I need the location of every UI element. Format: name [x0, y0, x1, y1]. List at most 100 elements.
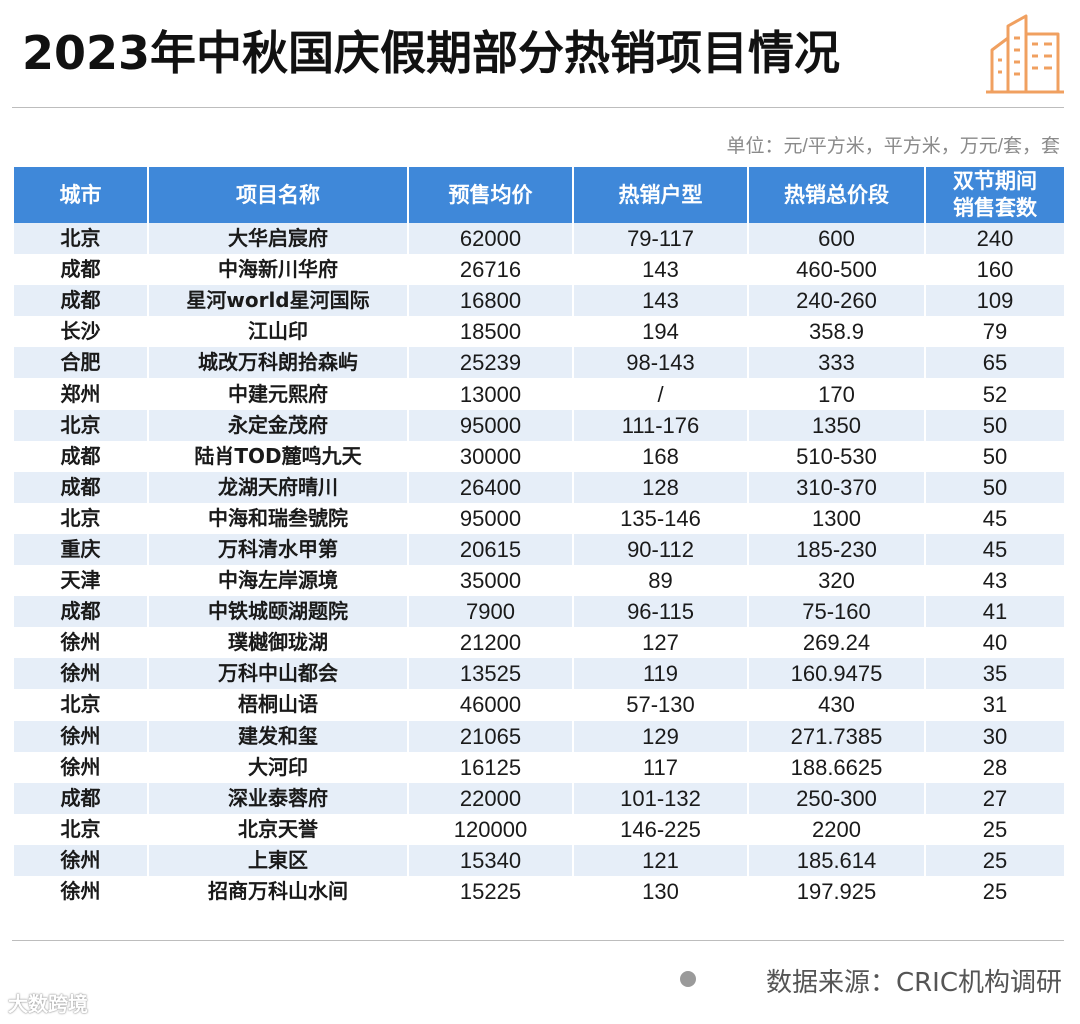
units-sold-cell: 25: [925, 875, 1064, 908]
price-cell: 95000: [408, 502, 574, 534]
project-cell: 城改万科朗拾森屿: [148, 347, 409, 379]
units-sold-cell: 52: [925, 378, 1064, 410]
total-price-cell: 333: [748, 347, 926, 379]
project-cell: 招商万科山水间: [148, 875, 409, 908]
units-sold-cell: 50: [925, 440, 1064, 472]
units-sold-cell: 240: [925, 223, 1064, 255]
total-price-cell: 358.9: [748, 316, 926, 348]
city-cell: 天津: [14, 565, 149, 597]
unit-type-cell: 96-115: [573, 596, 749, 628]
price-cell: 30000: [408, 440, 574, 472]
unit-type-cell: 90-112: [573, 533, 749, 566]
price-cell: 25239: [408, 347, 574, 379]
unit-type-cell: 194: [573, 316, 749, 348]
table-row: 徐州 上東区 15340 121 185.614 25: [14, 844, 1064, 876]
city-cell: 重庆: [14, 533, 149, 566]
total-price-cell: 310-370: [748, 471, 926, 503]
price-cell: 35000: [408, 565, 574, 597]
city-cell: 成都: [14, 596, 149, 628]
header-units-sold: 双节期间 销售套数: [925, 167, 1064, 223]
header-project: 项目名称: [148, 167, 409, 223]
unit-type-cell: 143: [573, 254, 749, 286]
units-sold-cell: 45: [925, 533, 1064, 566]
table-row: 成都 龙湖天府晴川 26400 128 310-370 50: [14, 471, 1064, 503]
total-price-cell: 269.24: [748, 627, 926, 659]
project-cell: 中海左岸源境: [148, 565, 409, 597]
units-sold-cell: 45: [925, 502, 1064, 534]
unit-type-cell: 130: [573, 875, 749, 908]
unit-type-cell: 135-146: [573, 502, 749, 534]
project-cell: 深业泰蓉府: [148, 782, 409, 814]
units-sold-cell: 79: [925, 316, 1064, 348]
bottom-divider: [12, 940, 1064, 941]
dot-icon: [680, 971, 696, 987]
units-sold-cell: 30: [925, 720, 1064, 752]
unit-type-cell: 89: [573, 565, 749, 597]
project-cell: 璞樾御珑湖: [148, 627, 409, 659]
table-row: 天津 中海左岸源境 35000 89 320 43: [14, 565, 1064, 597]
building-icon: [986, 14, 1064, 94]
units-sold-cell: 25: [925, 844, 1064, 876]
city-cell: 徐州: [14, 627, 149, 659]
watermark-logo: 大数跨境: [8, 992, 88, 1016]
unit-type-cell: 111-176: [573, 409, 749, 441]
city-cell: 成都: [14, 782, 149, 814]
total-price-cell: 320: [748, 565, 926, 597]
total-price-cell: 185.614: [748, 844, 926, 876]
price-cell: 95000: [408, 409, 574, 441]
city-cell: 成都: [14, 254, 149, 286]
city-cell: 长沙: [14, 316, 149, 348]
price-cell: 62000: [408, 223, 574, 255]
city-cell: 北京: [14, 409, 149, 441]
price-cell: 7900: [408, 596, 574, 628]
total-price-cell: 460-500: [748, 254, 926, 286]
unit-type-cell: 121: [573, 844, 749, 876]
table-row: 郑州 中建元熙府 13000/170 52: [14, 378, 1064, 410]
project-cell: 江山印: [148, 316, 409, 348]
total-price-cell: 2200: [748, 813, 926, 845]
unit-note: 单位：元/平方米，平方米，万元/套，套: [726, 136, 1060, 157]
price-cell: 46000: [408, 689, 574, 721]
table-row: 徐州 建发和玺 21065 129 271.7385 30: [14, 720, 1064, 752]
city-cell: 北京: [14, 689, 149, 721]
total-price-cell: 1350: [748, 409, 926, 441]
top-divider: [12, 107, 1064, 108]
units-sold-cell: 109: [925, 285, 1064, 317]
total-price-cell: 185-230: [748, 533, 926, 566]
city-cell: 合肥: [14, 347, 149, 379]
table-row: 北京 北京天誉 120000 146-225 2200 25: [14, 813, 1064, 845]
project-cell: 万科中山都会: [148, 658, 409, 690]
city-cell: 徐州: [14, 720, 149, 752]
total-price-cell: 170: [748, 378, 926, 410]
header-city: 城市: [14, 167, 149, 223]
unit-type-cell: 119: [573, 658, 749, 690]
table-row: 北京 大华启宸府 62000 79-117 600 240: [14, 223, 1064, 255]
units-sold-cell: 40: [925, 627, 1064, 659]
total-price-cell: 430: [748, 689, 926, 721]
table-row: 徐州 璞樾御珑湖 21200 127 269.24 40: [14, 627, 1064, 659]
price-cell: 15225: [408, 875, 574, 908]
table-row: 重庆 万科清水甲第 20615 90-112 185-230 45: [14, 533, 1064, 566]
total-price-cell: 250-300: [748, 782, 926, 814]
units-sold-cell: 43: [925, 565, 1064, 597]
header-unit-type: 热销户型: [573, 167, 749, 223]
unit-type-cell: 128: [573, 471, 749, 503]
project-cell: 北京天誉: [148, 813, 409, 845]
table-row: 成都 中海新川华府 26716 143 460-500 160: [14, 254, 1064, 286]
city-cell: 郑州: [14, 378, 149, 410]
sales-table: 城市 项目名称 预售均价 热销户型 热销总价段 双节期间 销售套数 北京 大华启宸…: [14, 167, 1064, 908]
total-price-cell: 197.925: [748, 875, 926, 908]
price-cell: 13525: [408, 658, 574, 690]
project-cell: 大华启宸府: [148, 223, 409, 255]
project-cell: 永定金茂府: [148, 409, 409, 441]
price-cell: 13000: [408, 378, 574, 410]
total-price-cell: 188.6625: [748, 751, 926, 783]
project-cell: 中建元熙府: [148, 378, 409, 410]
city-cell: 徐州: [14, 658, 149, 690]
total-price-cell: 1300: [748, 502, 926, 534]
unit-type-cell: 98-143: [573, 347, 749, 379]
units-sold-cell: 27: [925, 782, 1064, 814]
table-row: 北京 中海和瑞叁號院 95000 135-146 1300 45: [14, 502, 1064, 534]
header-total-price: 热销总价段: [748, 167, 926, 223]
unit-type-cell: /: [573, 378, 749, 410]
